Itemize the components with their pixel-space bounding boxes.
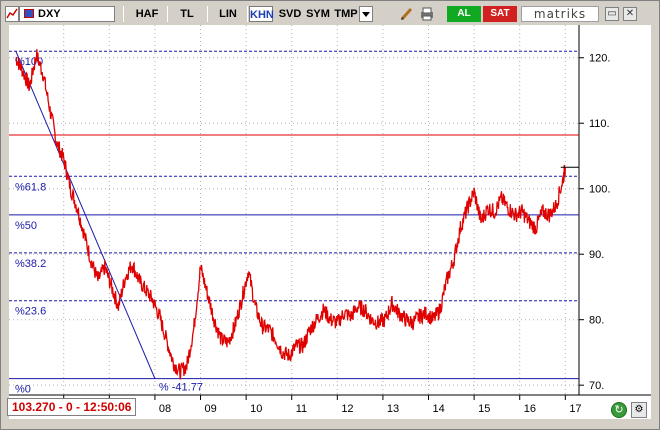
fibonacci-label: %61.8 bbox=[15, 181, 46, 193]
trendline-label: % -41.77 bbox=[159, 382, 203, 394]
toolbar-separator bbox=[207, 6, 208, 22]
x-tick-label: 12 bbox=[341, 403, 353, 415]
settings-icon[interactable]: ⚙ bbox=[631, 402, 647, 418]
price-chart[interactable]: 06070809101112131415161770.80.90.100.110… bbox=[5, 25, 655, 423]
y-axis-area bbox=[579, 25, 651, 395]
x-tick-label: 11 bbox=[296, 403, 307, 415]
fibonacci-trendline bbox=[15, 50, 156, 379]
fibonacci-label: %50 bbox=[15, 220, 37, 232]
toolbar-separator bbox=[247, 6, 248, 22]
x-tick-label: 13 bbox=[387, 403, 399, 415]
print-icon[interactable] bbox=[419, 6, 435, 22]
buy-button[interactable]: AL bbox=[447, 6, 481, 22]
refresh-icon[interactable]: ↻ bbox=[611, 402, 627, 418]
style-button-svd[interactable]: SVD bbox=[278, 8, 302, 20]
toolbar-separator bbox=[123, 6, 124, 22]
style-button-sym[interactable]: SYM bbox=[306, 8, 330, 20]
price-series-line bbox=[15, 49, 566, 380]
close-icon[interactable]: ✕ bbox=[623, 7, 637, 21]
y-tick-label: 100. bbox=[589, 184, 610, 196]
x-tick-label: 16 bbox=[524, 403, 536, 415]
currency-button-tl[interactable]: TL bbox=[180, 8, 194, 20]
price-readout: 103.270 - 0 - 12:50:06 bbox=[7, 398, 137, 416]
chart-type-icon[interactable] bbox=[5, 6, 19, 22]
x-tick-label: 08 bbox=[159, 403, 171, 415]
symbol-selector[interactable]: DXY bbox=[19, 6, 115, 22]
restore-icon[interactable]: ▭ bbox=[605, 7, 619, 21]
style-button-khn[interactable]: KHN bbox=[249, 6, 274, 22]
x-tick-label: 10 bbox=[250, 403, 262, 415]
toolbar-separator bbox=[167, 6, 168, 22]
fibonacci-label: %100 bbox=[15, 56, 43, 68]
sell-button[interactable]: SAT bbox=[483, 6, 517, 22]
period-button-haf[interactable]: HAF bbox=[135, 8, 159, 20]
fibonacci-label: %0 bbox=[15, 384, 31, 396]
chart-svg: 06070809101112131415161770.80.90.100.110… bbox=[9, 25, 651, 419]
x-tick-label: 09 bbox=[205, 403, 217, 415]
template-button-tmp[interactable]: TMP bbox=[334, 8, 358, 20]
y-tick-label: 70. bbox=[589, 380, 604, 392]
pencil-icon[interactable] bbox=[399, 6, 415, 22]
y-tick-label: 90. bbox=[589, 249, 604, 261]
x-tick-label: 15 bbox=[478, 403, 490, 415]
x-tick-label: 17 bbox=[569, 403, 581, 415]
fibonacci-label: %38.2 bbox=[15, 258, 46, 270]
fibonacci-label: %23.6 bbox=[15, 306, 46, 318]
brand-logo: matriks bbox=[521, 6, 599, 22]
y-tick-label: 120. bbox=[589, 53, 610, 65]
scale-button-lin[interactable]: LIN bbox=[219, 8, 237, 20]
symbol-label: DXY bbox=[38, 8, 61, 20]
flag-icon bbox=[24, 9, 34, 18]
x-tick-label: 14 bbox=[433, 403, 445, 415]
y-tick-label: 110. bbox=[589, 118, 610, 130]
template-dropdown[interactable] bbox=[359, 6, 373, 22]
y-tick-label: 80. bbox=[589, 315, 604, 327]
toolbar: DXY HAF TL LIN KHN SVD SYM TMP AL SAT ma… bbox=[3, 4, 657, 24]
